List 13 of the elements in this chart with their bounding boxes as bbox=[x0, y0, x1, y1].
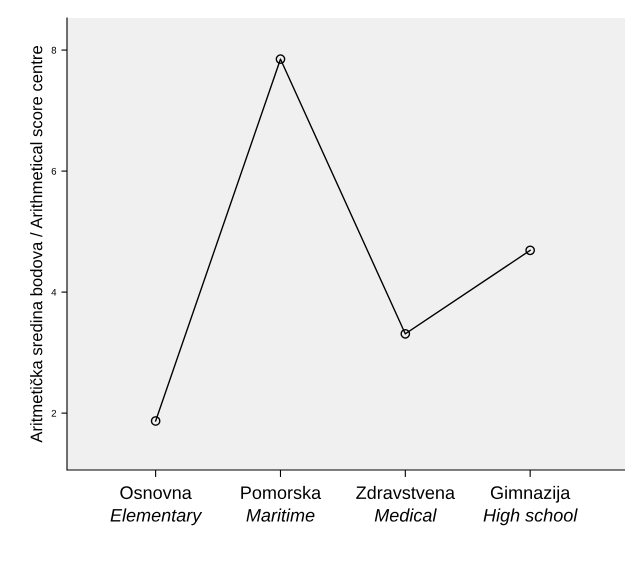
x-tick-label: Gimnazija High school bbox=[484, 486, 578, 526]
y-tick-label: 6 bbox=[52, 168, 56, 175]
point bbox=[276, 54, 286, 64]
x-tick-label: Pomorska Maritime bbox=[241, 486, 322, 522]
x-tick-label: Zdravstvena Medical bbox=[356, 486, 455, 522]
x-tick-label: Osnovna Elementary bbox=[110, 486, 202, 526]
y-tick-label: 2 bbox=[52, 410, 56, 417]
point bbox=[525, 245, 536, 256]
y-tick-label: 4 bbox=[51, 288, 56, 296]
y-axis-title: Aritmetička sredina bodova / Arithmetical score centre bbox=[30, 46, 42, 443]
point bbox=[400, 328, 410, 339]
point bbox=[150, 416, 160, 426]
y-tick-label: 8 bbox=[52, 46, 56, 54]
